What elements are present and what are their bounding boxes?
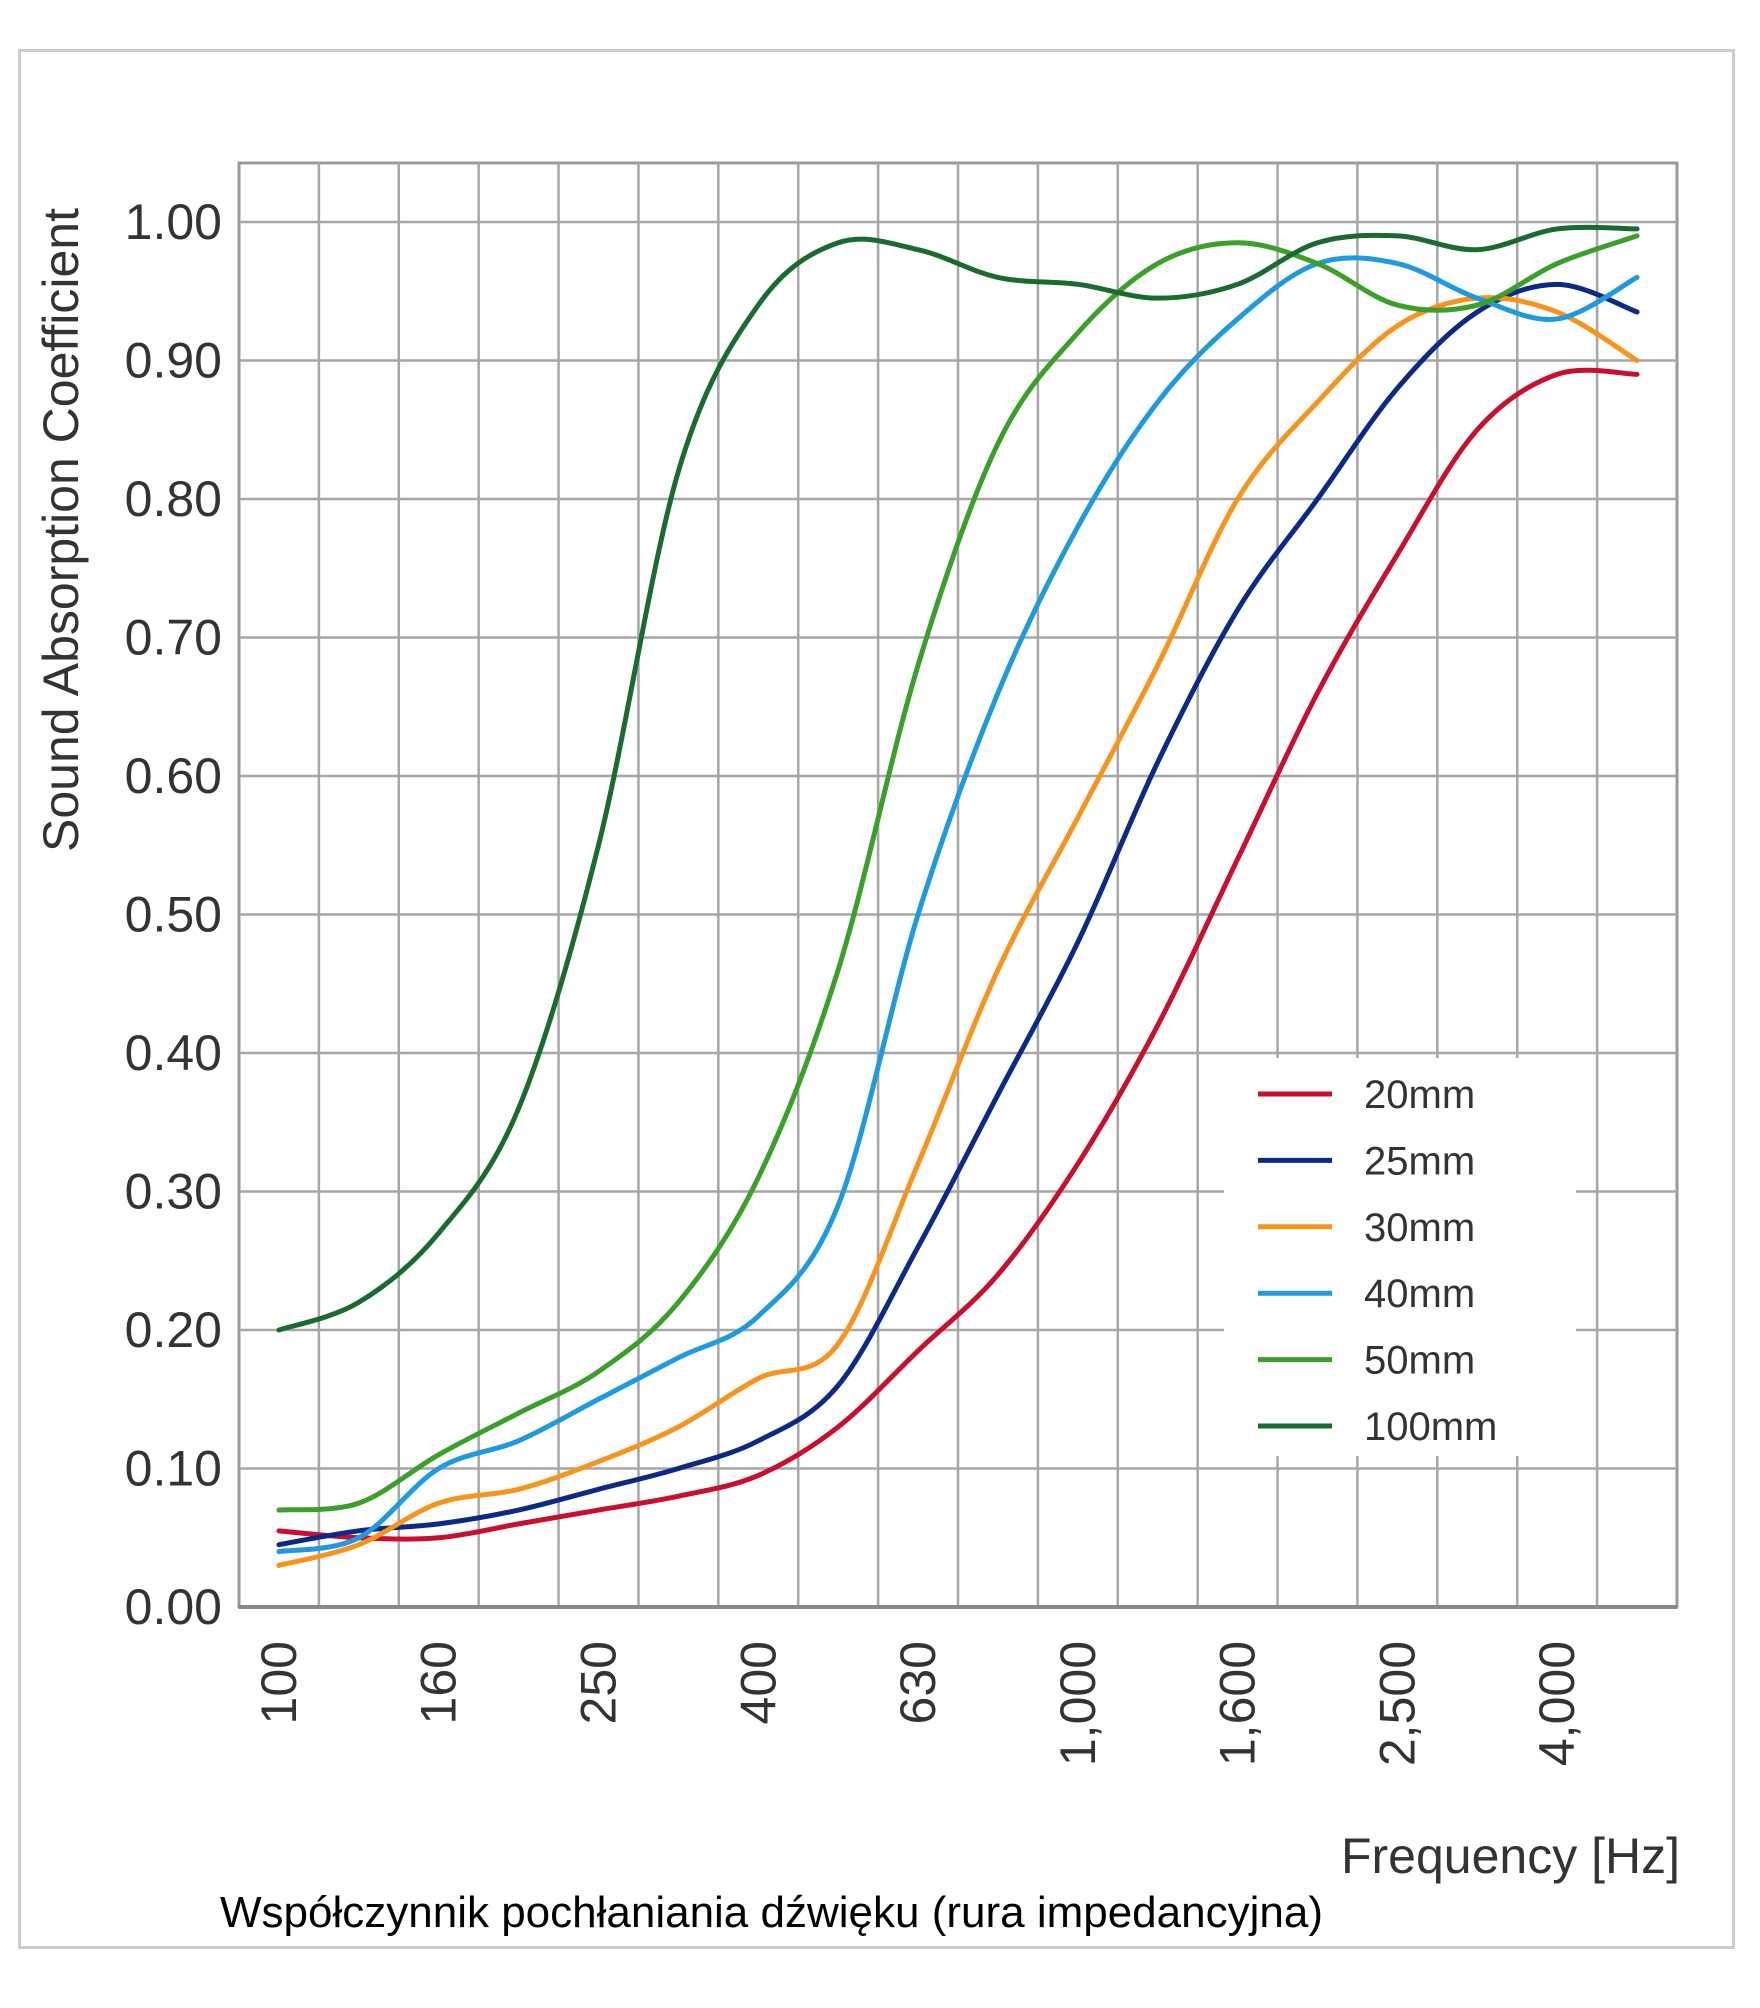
y-tick-label: 0.50 xyxy=(125,887,222,943)
x-tick-label: 400 xyxy=(730,1641,786,1724)
y-tick-label: 0.40 xyxy=(125,1025,222,1081)
y-tick-label: 1.00 xyxy=(125,194,222,250)
legend-box xyxy=(1224,1058,1576,1456)
legend: 20mm 25mm 30mm 40mm 50mm 100mm xyxy=(1224,1058,1576,1456)
x-tick-label: 1,600 xyxy=(1210,1641,1266,1766)
x-tick-label: 160 xyxy=(411,1641,467,1724)
series-line-100mm xyxy=(276,224,1640,1333)
y-tick-label: 0.30 xyxy=(125,1164,222,1220)
y-tick-label: 0.90 xyxy=(125,333,222,389)
y-tick-label: 0.80 xyxy=(125,471,222,527)
y-tick-label: 0.10 xyxy=(125,1441,222,1497)
x-tick-label: 1,000 xyxy=(1050,1641,1106,1766)
series-line-40mm xyxy=(276,255,1640,1555)
x-tick-label: 4,000 xyxy=(1529,1641,1585,1766)
series-lines xyxy=(276,224,1640,1568)
y-tick-label: 0.20 xyxy=(125,1302,222,1358)
x-tick-label: 250 xyxy=(571,1641,627,1724)
series-line-20mm xyxy=(276,367,1640,1542)
legend-label: 100mm xyxy=(1364,1405,1497,1449)
x-tick-label: 2,500 xyxy=(1369,1641,1425,1766)
legend-label: 50mm xyxy=(1364,1339,1475,1383)
x-tick-label: 630 xyxy=(890,1641,946,1724)
y-tick-labels: 0.00 0.10 0.20 0.30 0.40 0.50 0.60 0.70 0.80 0.90… xyxy=(125,194,222,1635)
x-axis-label: Frequency [Hz] xyxy=(1341,1828,1680,1884)
series-line-30mm xyxy=(276,295,1640,1568)
legend-label: 40mm xyxy=(1364,1272,1475,1316)
chart-frame xyxy=(18,49,1735,1949)
series-line-25mm xyxy=(276,281,1640,1548)
legend-label: 20mm xyxy=(1364,1073,1475,1117)
y-tick-label: 0.00 xyxy=(125,1579,222,1635)
y-axis-label: Sound Absorption Coefficient xyxy=(33,208,89,852)
x-tick-label: 100 xyxy=(251,1641,307,1724)
chart-caption: Współczynnik pochłaniania dźwięku (rura … xyxy=(220,1888,1323,1937)
y-tick-label: 0.60 xyxy=(125,748,222,804)
y-tick-label: 0.70 xyxy=(125,610,222,666)
series-line-50mm xyxy=(276,233,1640,1513)
x-tick-labels: 100 160 250 400 630 1,000 1,600 2,500 4,000 xyxy=(251,1641,1585,1766)
legend-label: 25mm xyxy=(1364,1139,1475,1183)
legend-label: 30mm xyxy=(1364,1206,1475,1250)
